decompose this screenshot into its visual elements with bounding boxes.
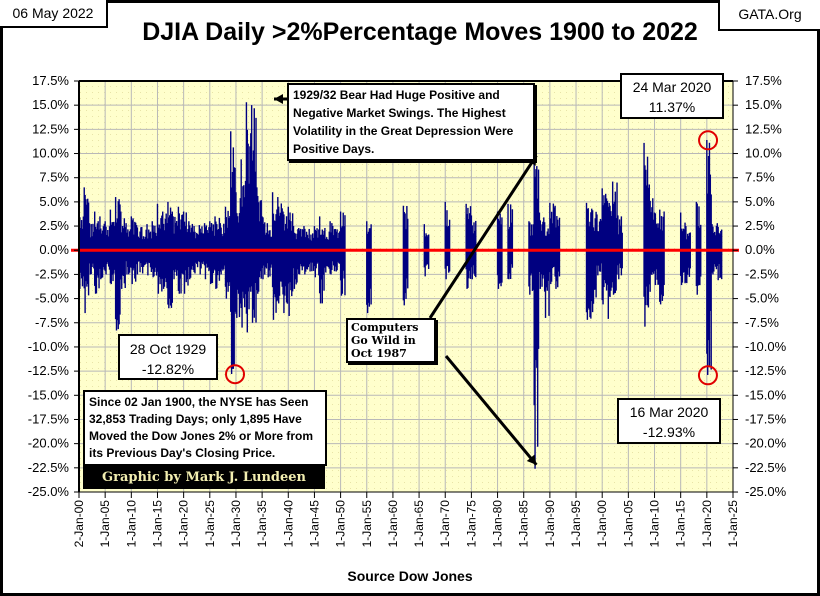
y-tick-label-right: -20.0% <box>745 436 787 451</box>
y-tick-label-left: 5.0% <box>39 194 69 209</box>
annotation-2020-down-value: -12.93% <box>642 424 696 440</box>
y-tick-label-right: 10.0% <box>745 146 782 161</box>
y-tick-label-left: -20.0% <box>28 436 70 451</box>
y-tick-label-left: -17.5% <box>28 411 70 426</box>
annotation-stats: Since 02 Jan 1900, the NYSE has Seen 32,… <box>83 390 327 466</box>
y-tick-label-right: 12.5% <box>745 121 782 136</box>
y-tick-label-left: -22.5% <box>28 460 70 475</box>
y-tick-label-right: -10.0% <box>745 339 787 354</box>
date-label: 06 May 2022 <box>0 0 108 28</box>
y-tick-label-left: -10.0% <box>28 339 70 354</box>
y-tick-label-right: -17.5% <box>745 411 787 426</box>
y-tick-label-left: -7.5% <box>35 315 69 330</box>
annotation-2020-down-date: 16 Mar 2020 <box>629 404 709 420</box>
y-tick-label-right: -5.0% <box>745 291 779 306</box>
y-tick-label-left: -12.5% <box>28 363 70 378</box>
y-tick-label-right: 17.5% <box>745 73 782 88</box>
highlight-circle-crash1929 <box>225 364 246 385</box>
y-tick-label-left: -2.5% <box>35 266 69 281</box>
y-tick-label-left: -15.0% <box>28 387 70 402</box>
x-tick-label: 1-Jan-25 <box>726 500 740 548</box>
x-tick-label: 1-Jan-40 <box>281 500 295 548</box>
y-tick-label-left: 0.0% <box>39 242 69 257</box>
credit-banner: Graphic by Mark J. Lundeen <box>83 466 325 489</box>
y-tick-label-right: -15.0% <box>745 387 787 402</box>
x-tick-label: 1-Jan-20 <box>177 500 191 548</box>
x-tick-label: 1-Jan-50 <box>334 500 348 548</box>
x-tick-label: 1-Jan-95 <box>569 500 583 548</box>
y-tick-label-right: -2.5% <box>745 266 779 281</box>
annotation-depression: 1929/32 Bear Had Huge Positive and Negat… <box>287 83 535 161</box>
x-tick-label: 1-Jan-30 <box>229 500 243 548</box>
y-tick-label-left: -5.0% <box>35 291 69 306</box>
x-tick-label: 1-Jan-10 <box>648 500 662 548</box>
x-tick-label: 1-Jan-20 <box>700 500 714 548</box>
y-tick-label-right: -7.5% <box>745 315 779 330</box>
chart-title: DJIA Daily >2%Percentage Moves 1900 to 2… <box>142 18 698 46</box>
annotation-2020-down: 16 Mar 2020 -12.93% <box>617 398 721 444</box>
x-tick-label: 1-Jan-00 <box>595 500 609 548</box>
arrow-depression-head <box>274 94 283 104</box>
y-tick-label-right: -12.5% <box>745 363 787 378</box>
y-tick-label-left: -25.0% <box>28 484 70 499</box>
y-tick-label-right: -22.5% <box>745 460 787 475</box>
x-tick-label: 1-Jan-70 <box>438 500 452 548</box>
y-tick-label-left: 15.0% <box>32 97 69 112</box>
annotation-1929-value: -12.82% <box>141 361 195 377</box>
x-tick-label: 1-Jan-05 <box>621 500 635 548</box>
site-label: GATA.Org <box>718 0 820 31</box>
x-tick-label: 1-Jan-10 <box>124 500 138 548</box>
annotation-1929: 28 Oct 1929 -12.82% <box>118 334 218 380</box>
x-tick-label: 1-Jan-15 <box>674 500 688 548</box>
x-tick-label: 1-Jan-05 <box>98 500 112 548</box>
highlight-circle-covid_up <box>698 130 719 151</box>
y-tick-label-right: 7.5% <box>745 170 775 185</box>
annotation-2020-up: 24 Mar 2020 11.37% <box>620 73 724 119</box>
x-tick-label: 1-Jan-55 <box>360 500 374 548</box>
arrow-computers-up <box>428 154 538 319</box>
x-tick-label: 1-Jan-25 <box>203 500 217 548</box>
annotation-2020-up-date: 24 Mar 2020 <box>632 79 712 95</box>
y-tick-label-left: 17.5% <box>32 73 69 88</box>
y-tick-label-left: 2.5% <box>39 218 69 233</box>
x-tick-label: 1-Jan-35 <box>255 500 269 548</box>
y-tick-label-right: 5.0% <box>745 194 775 209</box>
x-tick-label: 2-Jan-00 <box>72 500 86 548</box>
x-tick-label: 1-Jan-60 <box>386 500 400 548</box>
x-tick-label: 1-Jan-75 <box>464 500 478 548</box>
y-tick-label-right: 15.0% <box>745 97 782 112</box>
x-tick-label: 1-Jan-15 <box>150 500 164 548</box>
x-tick-label: 1-Jan-90 <box>543 500 557 548</box>
arrow-computers-down-head <box>526 454 537 465</box>
x-tick-label: 1-Jan-45 <box>307 500 321 548</box>
x-tick-label: 1-Jan-85 <box>517 500 531 548</box>
y-tick-label-left: 10.0% <box>32 146 69 161</box>
annotation-1929-date: 28 Oct 1929 <box>129 341 207 357</box>
y-tick-label-left: 7.5% <box>39 170 69 185</box>
annotation-2020-up-value: 11.37% <box>648 99 696 115</box>
y-tick-label-right: 0.0% <box>745 242 775 257</box>
arrow-computers-down <box>444 355 538 466</box>
y-tick-label-left: 12.5% <box>32 121 69 136</box>
annotation-computers: Computers Go Wild in Oct 1987 <box>346 318 436 363</box>
x-tick-label: 1-Jan-65 <box>412 500 426 548</box>
y-tick-label-right: 2.5% <box>745 218 775 233</box>
y-tick-label-right: -25.0% <box>745 484 787 499</box>
highlight-circle-covid_down <box>697 365 718 386</box>
x-tick-label: 1-Jan-80 <box>491 500 505 548</box>
x-axis-title: Source Dow Jones <box>347 568 473 584</box>
